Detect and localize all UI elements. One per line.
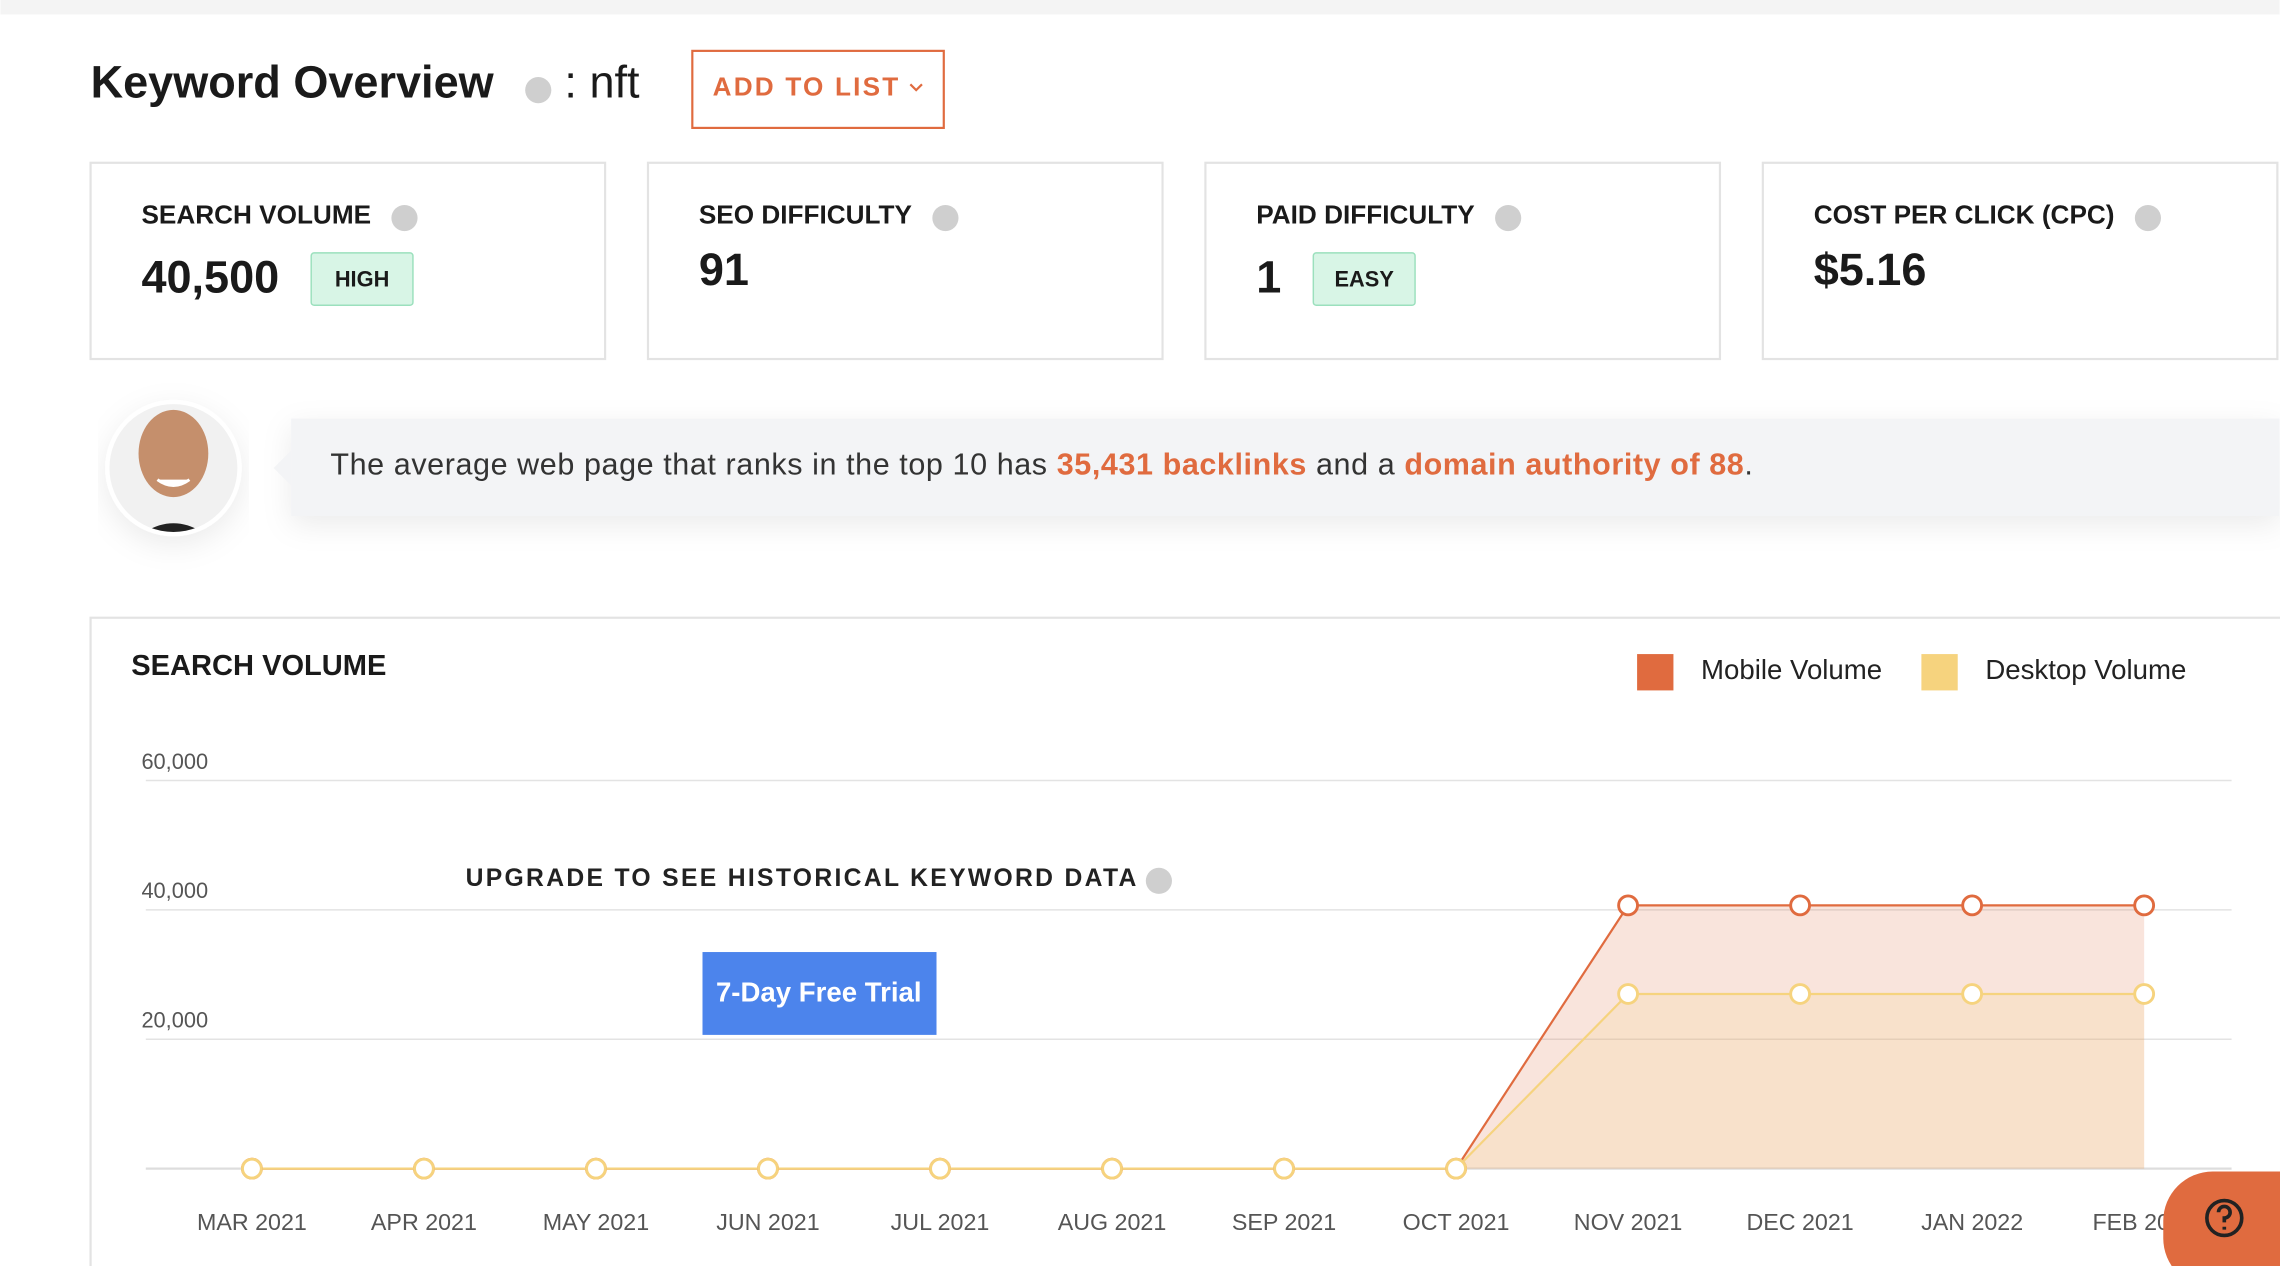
x-tick-label: JAN 2022 xyxy=(1921,1209,2023,1235)
metric-label: SEARCH VOLUME xyxy=(141,199,371,229)
marker xyxy=(2133,983,2156,1005)
insight-prefix: The average web page that ranks in the t… xyxy=(330,448,1047,482)
metric-value: $5.16 xyxy=(1814,244,1927,295)
legend-label: Desktop Volume xyxy=(1985,654,2186,685)
metric-badge-label: EASY xyxy=(1335,266,1395,291)
help-icon xyxy=(932,204,959,232)
button-label: ADD TO LIST xyxy=(713,72,901,102)
marker xyxy=(1961,894,1984,917)
marker xyxy=(413,1157,435,1180)
legend-swatch xyxy=(1637,654,1674,691)
metric-card xyxy=(1761,161,2279,361)
help-icon[interactable] xyxy=(1145,867,1172,894)
marker xyxy=(1617,894,1639,917)
x-tick-label: DEC 2021 xyxy=(1746,1209,1853,1235)
top-shadow xyxy=(0,0,2280,15)
y-tick-label: 40,000 xyxy=(141,878,208,903)
area xyxy=(251,905,2145,1169)
chart-card xyxy=(89,616,2280,1266)
marker xyxy=(1617,983,1639,1005)
help-icon xyxy=(2134,204,2162,232)
upgrade-annotation: UPGRADE TO SEE HISTORICAL KEYWORD DATA xyxy=(466,865,1139,892)
help-icon xyxy=(391,204,418,232)
y-tick-label: 60,000 xyxy=(141,749,208,774)
free-trial-button[interactable] xyxy=(702,952,937,1035)
metric-value: 40,500 xyxy=(141,251,279,302)
marker xyxy=(1273,1157,1295,1180)
metric-badge-label: HIGH xyxy=(335,266,389,291)
help-icon xyxy=(1495,204,1522,232)
area xyxy=(251,993,2145,1169)
legend-label: Mobile Volume xyxy=(1701,654,1882,685)
x-tick-label: MAR 2021 xyxy=(197,1209,307,1235)
metric-cards: SEARCH VOLUME 40,500 HIGH SEO DIFFICULTY 91 P… xyxy=(89,161,2279,361)
insight-bubble xyxy=(291,418,2280,516)
metric-value: 91 xyxy=(699,244,749,295)
marker xyxy=(1789,983,1812,1005)
marker xyxy=(1789,894,1812,917)
line xyxy=(251,992,2145,1170)
keyword: : nft xyxy=(564,57,640,108)
help-widget[interactable] xyxy=(2163,1171,2280,1266)
x-tick-label: JUN 2021 xyxy=(716,1209,819,1235)
x-tick-label: JUL 2021 xyxy=(891,1209,990,1235)
chart-title: SEARCH VOLUME xyxy=(131,650,386,682)
insight-suffix: . xyxy=(1744,448,1753,482)
marker xyxy=(1101,1157,1123,1180)
metric-label: PAID DIFFICULTY xyxy=(1256,199,1475,229)
x-tick-label: OCT 2021 xyxy=(1403,1209,1510,1235)
chart: 20,000 40,000 60,000 MAR 2021 APR 2021 MAY 20… xyxy=(141,654,2232,1235)
metric-card xyxy=(646,161,1164,361)
legend-swatch xyxy=(1921,654,1958,691)
dropdown-caret xyxy=(909,83,923,92)
x-tick-label: MAY 2021 xyxy=(543,1209,649,1235)
avatar xyxy=(109,404,238,532)
metric-value: 1 xyxy=(1256,251,1281,302)
metric-label: SEO DIFFICULTY xyxy=(699,199,913,229)
x-tick-label: SEP 2021 xyxy=(1232,1209,1336,1235)
help-widget-icon xyxy=(2205,1198,2244,1238)
insight-middle: and a xyxy=(1316,448,1395,482)
add-to-list-button[interactable] xyxy=(691,49,945,129)
page-title: Keyword Overview xyxy=(91,57,495,108)
x-tick-label: NOV 2021 xyxy=(1574,1209,1683,1235)
marker xyxy=(2133,894,2156,917)
help-widget-glyph xyxy=(2216,1204,2232,1230)
marker xyxy=(241,1157,263,1180)
marker xyxy=(757,1157,779,1180)
bubble-pointer xyxy=(273,450,292,486)
marker xyxy=(1445,1157,1467,1180)
marker xyxy=(1961,983,1984,1005)
metric-badge xyxy=(1312,252,1416,306)
authority-link[interactable]: domain authority of 88 xyxy=(1404,448,1744,482)
free-trial-label: 7-Day Free Trial xyxy=(716,976,922,1007)
marker xyxy=(929,1157,951,1180)
insight-text: The average web page that ranks in the t… xyxy=(330,448,1753,482)
x-tick-label: APR 2021 xyxy=(371,1209,477,1235)
backlinks-link[interactable]: 35,431 backlinks xyxy=(1057,448,1307,482)
y-tick-label: 20,000 xyxy=(141,1008,208,1033)
marker xyxy=(585,1157,607,1180)
x-tick-label: AUG 2021 xyxy=(1058,1209,1167,1235)
help-icon[interactable] xyxy=(525,77,552,104)
metric-badge xyxy=(310,252,414,306)
metric-label: COST PER CLICK (CPC) xyxy=(1814,199,2115,229)
metric-card xyxy=(1204,161,1722,361)
